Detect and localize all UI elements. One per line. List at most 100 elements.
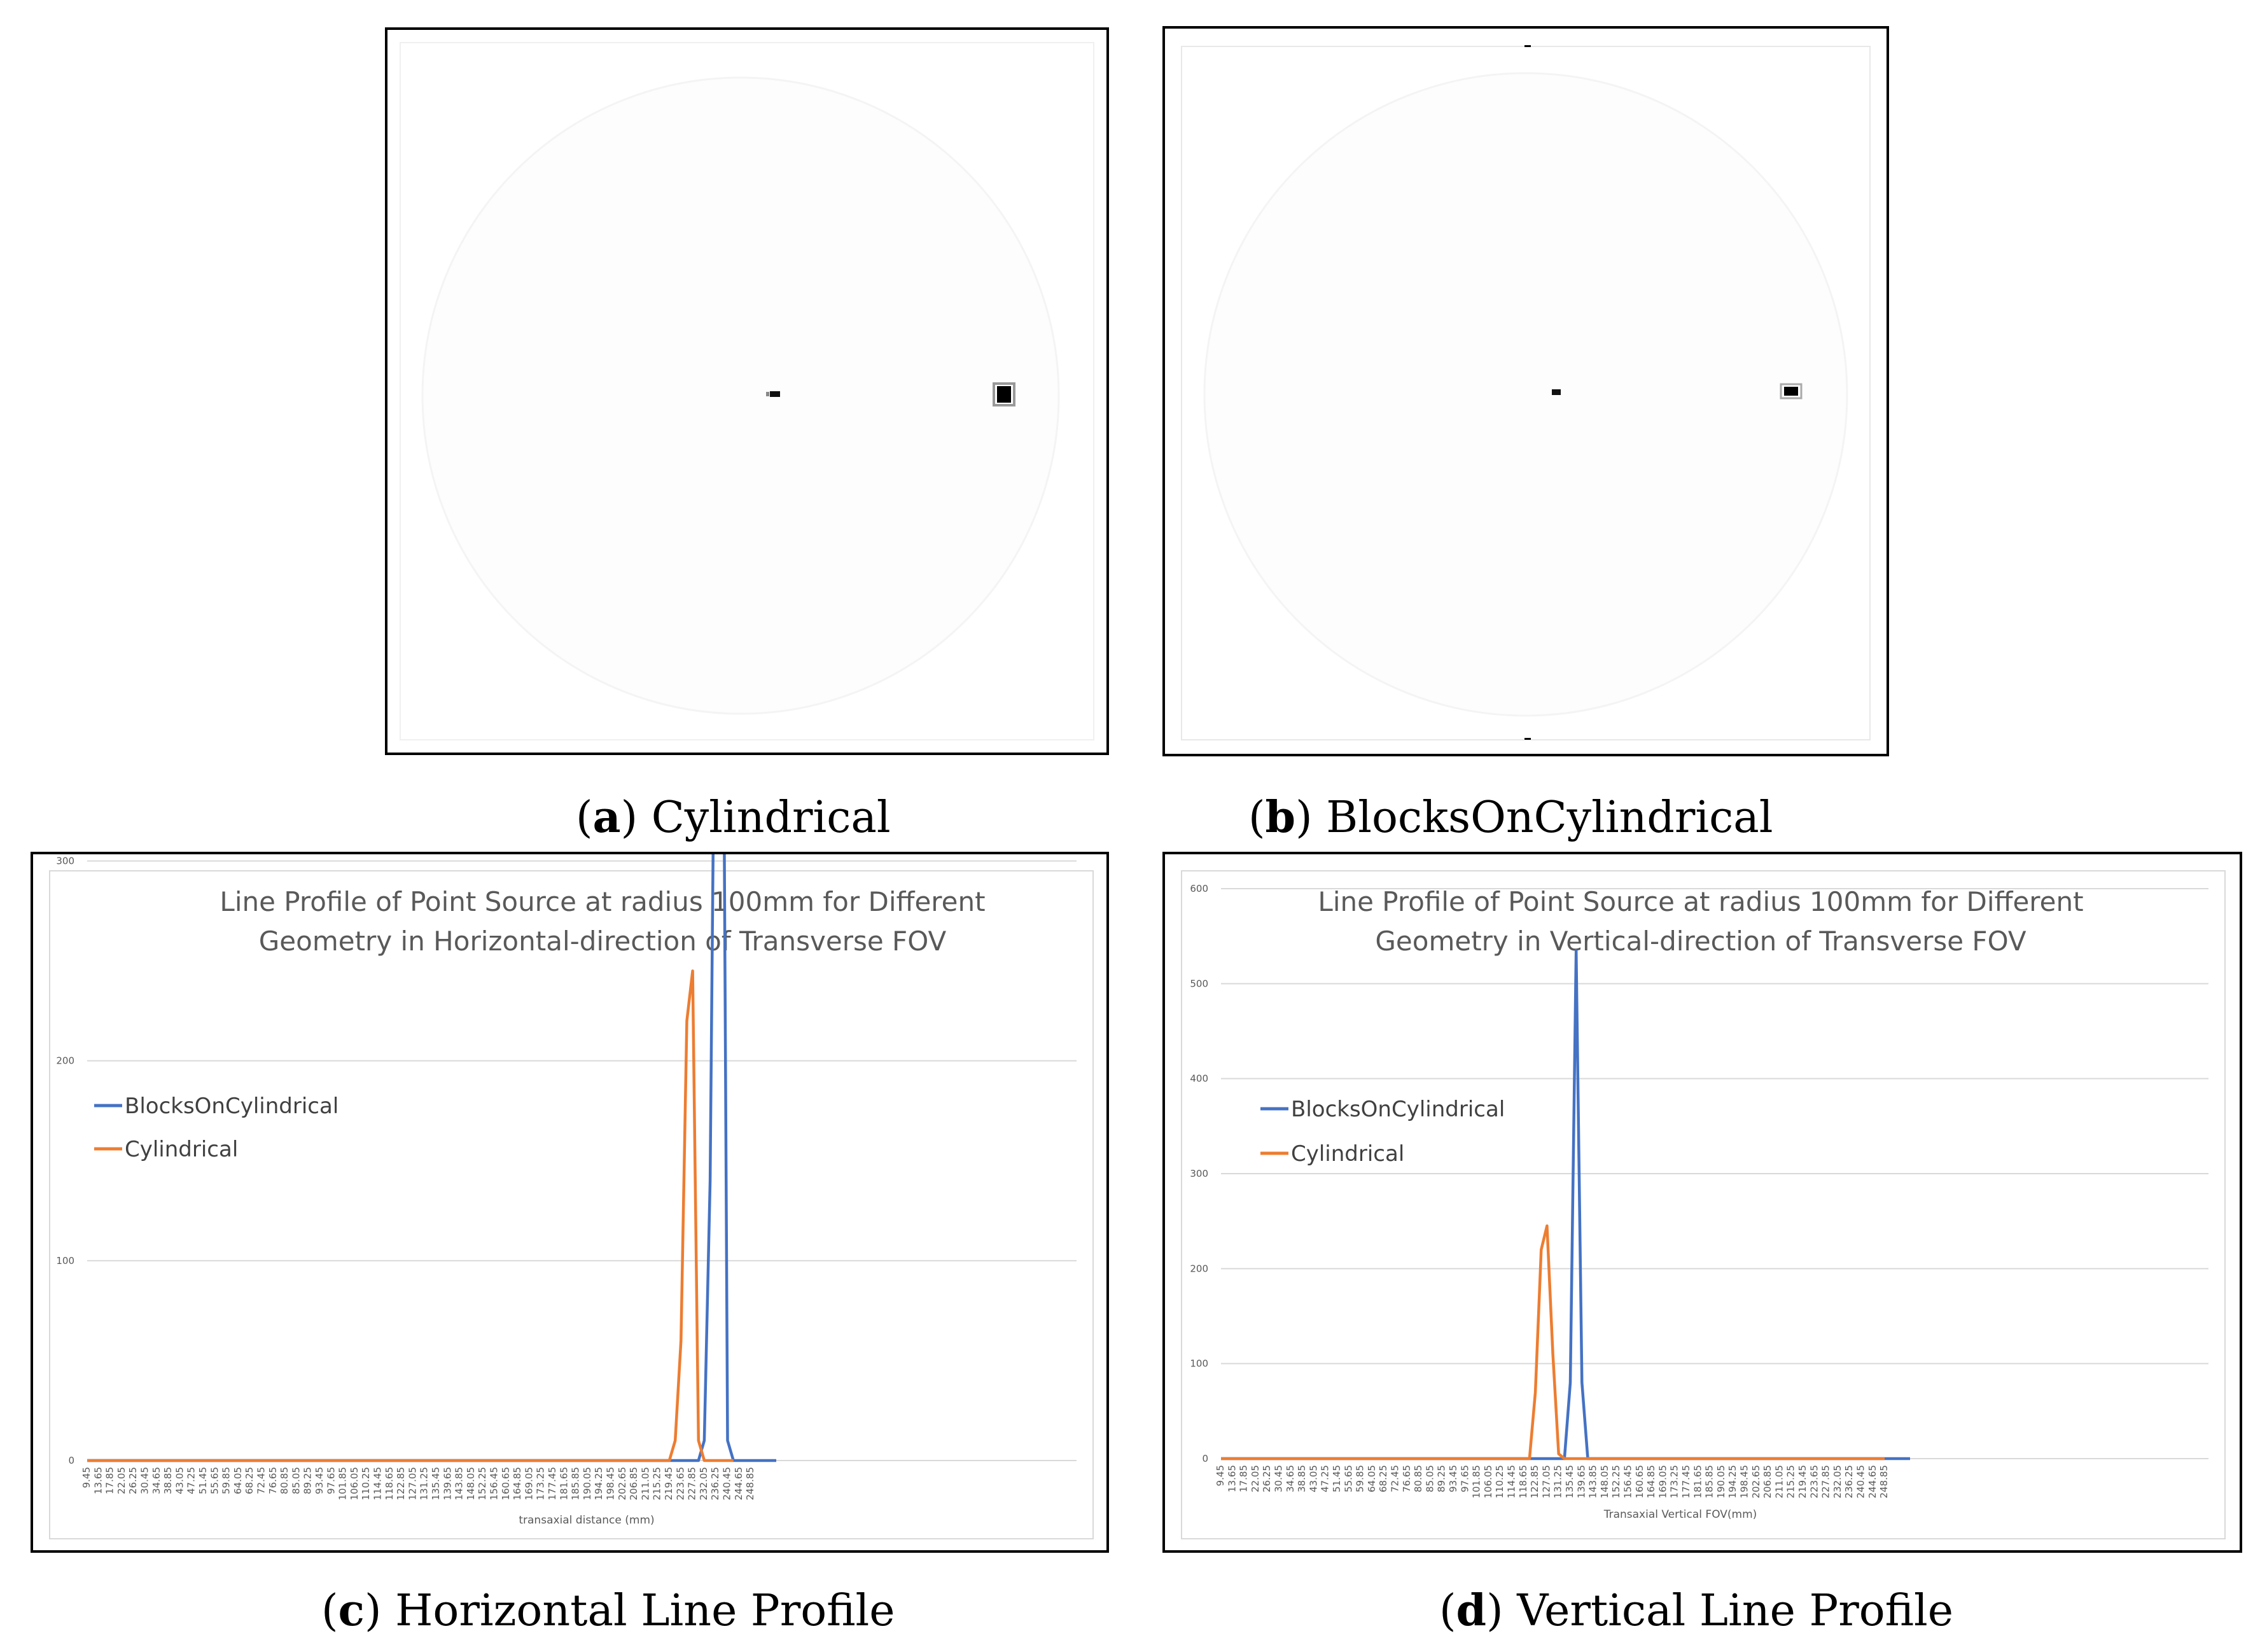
point-source-center [770, 391, 780, 397]
x-tick-label: 236.25 [1843, 1465, 1855, 1499]
chart-title-line: Line Profile of Point Source at radius 1… [220, 886, 985, 917]
x-tick-label: 110.25 [360, 1467, 372, 1501]
x-tick-label: 34.65 [151, 1467, 162, 1494]
x-tick-label: 177.45 [547, 1467, 558, 1501]
x-tick-label: 152.25 [477, 1467, 488, 1501]
x-tick-label: 223.65 [674, 1467, 686, 1501]
x-tick-label: 131.25 [419, 1467, 430, 1501]
cylindrical-image [400, 42, 1094, 740]
x-tick-label: 89.25 [1436, 1465, 1447, 1492]
panel-c-horizontal-chart: 01002003004005006009.4513.6517.8522.0526… [31, 852, 1109, 1553]
x-tick-label: 68.25 [244, 1467, 255, 1494]
x-tick-label: 148.05 [1599, 1465, 1610, 1499]
series-line-blocksoncylindrical [87, 854, 776, 1462]
x-tick-label: 198.45 [605, 1467, 617, 1501]
x-tick-label: 26.25 [127, 1467, 139, 1494]
x-tick-label: 232.05 [698, 1467, 709, 1501]
x-tick-label: 185.85 [570, 1467, 582, 1501]
x-tick-label: 194.25 [1727, 1465, 1738, 1499]
x-tick-label: 80.85 [279, 1467, 290, 1494]
x-tick-label: 64.05 [232, 1467, 244, 1494]
x-tick-label: 122.85 [1529, 1465, 1540, 1499]
x-tick-label: 85.05 [1424, 1465, 1435, 1492]
x-tick-label: 248.85 [1878, 1465, 1890, 1499]
x-tick-label: 223.65 [1808, 1465, 1820, 1499]
x-tick-label: 173.25 [1669, 1465, 1680, 1499]
y-tick-label: 0 [1202, 1453, 1208, 1464]
x-tick-label: 110.25 [1494, 1465, 1505, 1499]
legend-label: Cylindrical [125, 1137, 238, 1162]
x-tick-label: 34.65 [1285, 1465, 1296, 1492]
x-tick-label: 236.25 [709, 1467, 721, 1501]
x-tick-label: 30.45 [1273, 1465, 1285, 1492]
series-line-cylindrical [87, 969, 734, 1462]
x-tick-label: 122.85 [395, 1467, 407, 1501]
x-tick-label: 93.45 [314, 1467, 325, 1494]
y-tick-label: 400 [1190, 1073, 1208, 1085]
x-tick-label: 127.05 [407, 1467, 418, 1501]
x-tick-label: 139.65 [1575, 1465, 1587, 1499]
caption-d: (d) Vertical Line Profile [1439, 1585, 1954, 1636]
x-tick-label: 202.65 [1750, 1465, 1762, 1499]
x-tick-label: 72.45 [256, 1467, 267, 1494]
x-tick-label: 219.45 [663, 1467, 674, 1501]
x-tick-label: 68.25 [1378, 1465, 1389, 1492]
x-tick-label: 160.65 [1634, 1465, 1645, 1499]
x-tick-label: 114.45 [1506, 1465, 1517, 1499]
x-axis-title: Transaxial Vertical FOV(mm) [1603, 1508, 1757, 1521]
x-tick-label: 227.85 [687, 1467, 698, 1501]
x-tick-label: 211.05 [639, 1467, 651, 1501]
y-tick-label: 600 [1190, 883, 1208, 894]
x-tick-label: 181.65 [558, 1467, 569, 1501]
x-tick-label: 148.05 [465, 1467, 477, 1501]
x-axis-title: transaxial distance (mm) [519, 1514, 654, 1527]
x-tick-label: 135.45 [1564, 1465, 1575, 1499]
x-tick-label: 190.05 [582, 1467, 593, 1501]
point-source-center-b [1552, 389, 1561, 395]
point-source-radius-100mm-b [1784, 387, 1798, 396]
x-tick-label: 72.45 [1390, 1465, 1401, 1492]
vertical-line-profile-chart: 0 100 200 300 400 500 600 9.45 13.65 17.85 22.05 26… [1181, 870, 2226, 1539]
x-tick-label: 43.05 [1308, 1465, 1319, 1492]
chart-title-line: Geometry in Horizontal-direction of Tran… [259, 926, 947, 957]
x-tick-label: 59.85 [1355, 1465, 1366, 1492]
x-tick-label: 85.05 [290, 1467, 302, 1494]
x-tick-label: 80.85 [1412, 1465, 1424, 1492]
x-tick-label: 131.25 [1552, 1465, 1564, 1499]
caption-b: (b) BlocksOnCylindrical [1248, 792, 1773, 843]
chart-title-line: Geometry in Vertical-direction of Transv… [1375, 926, 2026, 957]
x-tick-label: 38.85 [162, 1467, 174, 1494]
x-tick-label: 47.25 [1320, 1465, 1331, 1492]
x-tick-label: 17.85 [1238, 1465, 1250, 1492]
chart-title-line: Line Profile of Point Source at radius 1… [1318, 886, 2083, 917]
x-tick-label: 248.85 [744, 1467, 756, 1501]
x-tick-label: 240.45 [722, 1467, 733, 1501]
x-tick-label: 9.45 [81, 1467, 92, 1488]
x-tick-label: 118.65 [1517, 1465, 1529, 1499]
x-tick-label: 97.65 [1459, 1465, 1470, 1492]
x-tick-label: 206.85 [628, 1467, 639, 1501]
x-tick-label: 185.85 [1704, 1465, 1715, 1499]
y-tick-label: 300 [56, 856, 74, 867]
x-tick-label: 22.05 [1250, 1465, 1261, 1492]
legend-label: Cylindrical [1291, 1141, 1404, 1167]
x-tick-label: 206.85 [1762, 1465, 1773, 1499]
x-tick-label: 22.05 [116, 1467, 127, 1494]
x-tick-label: 164.85 [1645, 1465, 1657, 1499]
horizontal-line-profile-chart: 01002003004005006009.4513.6517.8522.0526… [49, 854, 1094, 1539]
x-tick-label: 143.85 [454, 1467, 465, 1501]
x-tick-label: 101.85 [337, 1467, 349, 1501]
x-tick-label: 156.45 [1622, 1465, 1634, 1499]
x-tick-label: 64.05 [1366, 1465, 1378, 1492]
x-tick-label: 118.65 [384, 1467, 395, 1501]
panel-d-vertical-chart: 0 100 200 300 400 500 600 9.45 13.65 17.85 22.05 26… [1162, 852, 2242, 1553]
x-tick-label: 76.65 [267, 1467, 279, 1494]
x-tick-label: 43.05 [174, 1467, 185, 1494]
y-tick-label: 300 [1190, 1168, 1208, 1179]
x-tick-label: 198.45 [1739, 1465, 1750, 1499]
x-tick-label: 97.65 [325, 1467, 337, 1494]
x-tick-label: 169.05 [523, 1467, 534, 1501]
x-tick-label: 93.45 [1447, 1465, 1459, 1492]
legend-label: BlocksOnCylindrical [1291, 1097, 1505, 1122]
x-tick-label: 127.05 [1540, 1465, 1552, 1499]
